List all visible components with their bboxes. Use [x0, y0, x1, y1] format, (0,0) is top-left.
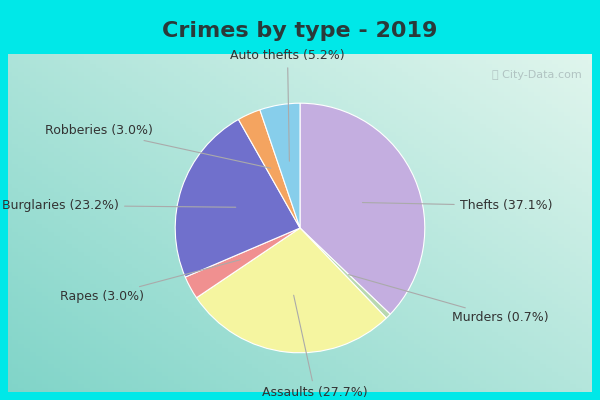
Wedge shape	[196, 228, 386, 353]
Text: Rapes (3.0%): Rapes (3.0%)	[60, 260, 241, 303]
Bar	[0, 0, 600, 8]
Text: Robberies (3.0%): Robberies (3.0%)	[45, 124, 271, 168]
Wedge shape	[185, 228, 300, 298]
Bar	[8, 8, 592, 54]
Text: Crimes by type - 2019: Crimes by type - 2019	[163, 21, 437, 41]
Bar	[0, 0, 8, 400]
Text: Thefts (37.1%): Thefts (37.1%)	[362, 199, 552, 212]
Wedge shape	[300, 228, 390, 318]
Wedge shape	[238, 110, 300, 228]
Bar	[592, 0, 600, 400]
Text: ⓘ City-Data.com: ⓘ City-Data.com	[492, 70, 582, 80]
Text: Auto thefts (5.2%): Auto thefts (5.2%)	[230, 49, 345, 161]
Bar	[0, 392, 600, 400]
Wedge shape	[300, 103, 425, 314]
Text: Murders (0.7%): Murders (0.7%)	[349, 275, 549, 324]
Wedge shape	[260, 103, 300, 228]
Text: Burglaries (23.2%): Burglaries (23.2%)	[2, 199, 236, 212]
Wedge shape	[175, 120, 300, 277]
Text: Assaults (27.7%): Assaults (27.7%)	[262, 295, 368, 399]
